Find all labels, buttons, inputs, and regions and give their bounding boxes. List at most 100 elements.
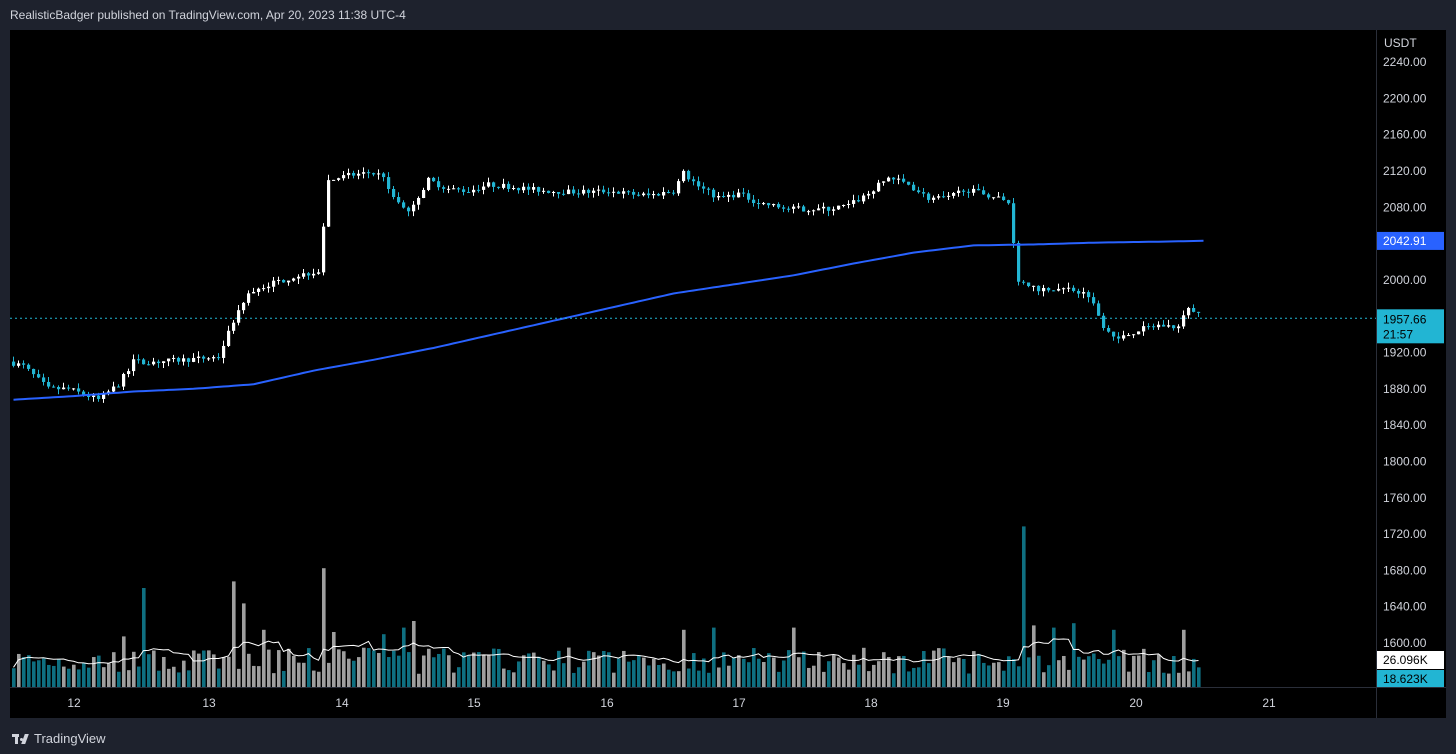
volume-bar bbox=[667, 669, 671, 687]
volume-bar bbox=[382, 634, 386, 687]
candle-body bbox=[657, 193, 661, 196]
volume-bar bbox=[317, 671, 321, 687]
volume-bar bbox=[482, 654, 486, 687]
candle-body bbox=[27, 364, 31, 369]
tradingview-logo[interactable]: TradingView bbox=[12, 731, 106, 746]
volume-bar bbox=[612, 672, 616, 687]
candle-body bbox=[12, 361, 16, 366]
volume-bar bbox=[877, 661, 881, 687]
candle-body bbox=[432, 177, 436, 182]
candle-body bbox=[1167, 325, 1171, 327]
candle-body bbox=[1142, 326, 1146, 332]
candle-body bbox=[842, 204, 846, 206]
candle-body bbox=[957, 190, 961, 193]
candle-body bbox=[962, 190, 966, 192]
volume-bar bbox=[352, 660, 356, 687]
candle-body bbox=[707, 188, 711, 190]
volume-bar bbox=[167, 668, 171, 687]
candle-body bbox=[387, 177, 391, 189]
candle-body bbox=[252, 291, 256, 294]
volume-bar bbox=[597, 655, 601, 687]
candle-body bbox=[997, 196, 1001, 198]
candle-body bbox=[162, 361, 166, 364]
candle-body bbox=[157, 361, 161, 364]
volume-bar bbox=[407, 652, 411, 687]
x-tick-label: 12 bbox=[67, 696, 81, 710]
candle-body bbox=[37, 374, 41, 378]
volume-bar bbox=[517, 661, 521, 687]
candle-body bbox=[297, 276, 301, 279]
candle-body bbox=[857, 200, 861, 202]
volume-bar bbox=[1047, 665, 1051, 687]
candle-body bbox=[652, 193, 656, 196]
candle-body bbox=[442, 187, 446, 189]
volume-bar bbox=[832, 655, 836, 687]
candle-body bbox=[342, 175, 346, 179]
volume-bar bbox=[212, 654, 216, 687]
candle-body bbox=[787, 208, 791, 210]
candle-body bbox=[1052, 290, 1056, 292]
candle-body bbox=[782, 207, 786, 209]
candle-body bbox=[817, 208, 821, 211]
volume-bar bbox=[727, 665, 731, 687]
candle-body bbox=[767, 203, 771, 206]
candle-body bbox=[472, 189, 476, 193]
volume-bar bbox=[322, 568, 326, 687]
volume-bar bbox=[112, 652, 116, 687]
volume-bar bbox=[387, 657, 391, 687]
candle-body bbox=[72, 388, 76, 390]
volume-bar bbox=[692, 653, 696, 687]
candle-body bbox=[1012, 203, 1016, 244]
candle-body bbox=[457, 188, 461, 190]
candle-body bbox=[572, 189, 576, 194]
candle-body bbox=[132, 359, 136, 372]
volume-bar bbox=[152, 650, 156, 687]
candle-body bbox=[967, 191, 971, 193]
candle-body bbox=[1067, 287, 1071, 289]
volume-bar bbox=[432, 657, 436, 687]
y-tick-label: 1800.00 bbox=[1383, 454, 1427, 468]
candle-body bbox=[377, 173, 381, 175]
chart-area[interactable]: USDT 2240.00 2200.00 2160.00 2120.00 2080.00 2… bbox=[10, 30, 1446, 718]
candle-body bbox=[497, 186, 501, 188]
volume-bar bbox=[1162, 672, 1166, 687]
candle-body bbox=[217, 357, 221, 359]
candle-body bbox=[227, 330, 231, 346]
volume-bar bbox=[707, 672, 711, 687]
candle-body bbox=[287, 280, 291, 283]
candle-body bbox=[712, 189, 716, 198]
volume-ma-label-bg bbox=[1377, 651, 1444, 669]
candle-body bbox=[797, 206, 801, 208]
volume-bar bbox=[422, 655, 426, 687]
candle-body bbox=[887, 177, 891, 182]
volume-bar bbox=[602, 650, 606, 687]
bottom-bar: TradingView bbox=[0, 722, 1456, 754]
volume-bar bbox=[42, 658, 46, 687]
volume-bar bbox=[1017, 666, 1021, 687]
volume-bar bbox=[77, 669, 81, 687]
candle-body bbox=[682, 170, 686, 182]
volume-bar bbox=[1077, 656, 1081, 687]
volume-bar bbox=[782, 660, 786, 687]
candle-body bbox=[182, 358, 186, 362]
volume-bar bbox=[537, 656, 541, 687]
volume-bar bbox=[222, 657, 226, 687]
chart-svg[interactable]: USDT 2240.00 2200.00 2160.00 2120.00 2080.00 2… bbox=[10, 30, 1446, 718]
volume-bar bbox=[1187, 671, 1191, 687]
candle-body bbox=[617, 191, 621, 194]
volume-bar bbox=[22, 657, 26, 687]
candle-body bbox=[522, 186, 526, 191]
candle-body bbox=[667, 191, 671, 193]
volume-bar bbox=[737, 655, 741, 687]
volume-bar bbox=[1137, 655, 1141, 687]
volume-bar bbox=[177, 672, 181, 687]
candle-body bbox=[627, 191, 631, 193]
candle-body bbox=[452, 188, 456, 190]
volume-bar bbox=[932, 650, 936, 687]
candle-body bbox=[397, 197, 401, 203]
volume-bar bbox=[1082, 659, 1086, 687]
volume-bar bbox=[467, 655, 471, 687]
candle-body bbox=[62, 387, 66, 390]
volume-bar bbox=[1022, 526, 1026, 687]
candle-body bbox=[292, 278, 296, 281]
